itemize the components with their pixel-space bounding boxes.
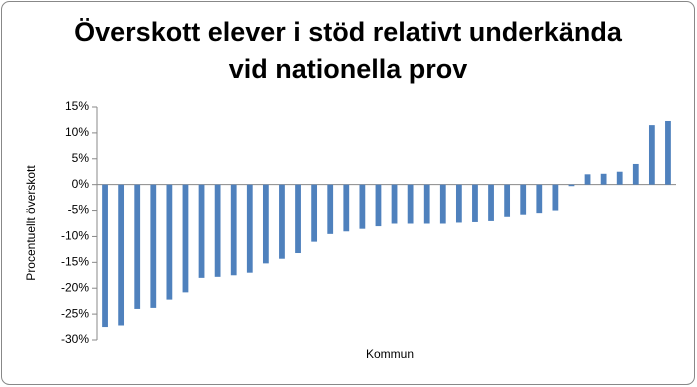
bar [359,184,366,229]
bar [552,184,559,211]
bar [150,184,157,308]
y-tick-label: -30% [61,332,89,346]
chart-title: vid nationella prov [229,54,468,84]
bar [311,184,318,242]
bar [391,184,398,224]
bar [472,184,478,222]
y-tick-label: -5% [68,203,90,217]
bar [648,125,655,185]
bar [520,184,527,215]
bar [439,184,446,224]
bar [343,184,350,232]
bar [584,174,591,185]
bar [327,184,334,234]
x-axis-label: Kommun [366,347,414,361]
bar [262,184,269,264]
bar [616,171,623,185]
bar [182,184,189,293]
bar [134,184,141,309]
y-tick-label: 5% [72,151,90,165]
bar [214,184,221,277]
y-tick-label: -20% [61,280,89,294]
y-axis-label: Procentuellt överskott [24,165,38,281]
bar [118,184,125,326]
bar [375,184,382,227]
bar [279,184,285,259]
bar [102,184,108,328]
y-tick-label: -15% [61,255,89,269]
bar [488,184,494,221]
bar [407,184,414,224]
y-tick-label: -10% [61,229,89,243]
chart-title: Överskott elever i stöd relativt underkä… [74,17,623,47]
bar [600,173,607,185]
bar [536,184,543,214]
bar [455,184,462,223]
y-tick-label: 15% [65,99,89,113]
bar [665,120,671,185]
bar [423,184,430,224]
bar [166,184,173,300]
y-tick-label: 0% [72,177,90,191]
bar [295,184,301,254]
y-tick-label: 10% [65,125,89,139]
bar [198,184,205,278]
bar [230,184,237,276]
bar [568,184,575,187]
bar [504,184,511,217]
bar [632,163,639,185]
bar [246,184,253,273]
y-tick-label: -25% [61,306,89,320]
